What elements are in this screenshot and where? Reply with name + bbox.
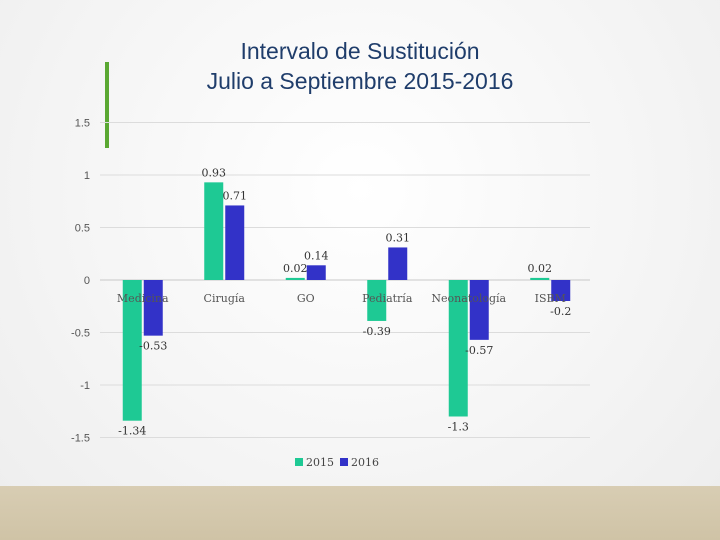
- bar-2016-0: [143, 280, 163, 336]
- data-label-2016-1: 0.71: [223, 189, 248, 202]
- data-label-2016-3: 0.31: [386, 231, 411, 244]
- data-label-2015-0: -1.34: [118, 425, 146, 438]
- data-label-2015-3: -0.39: [363, 325, 391, 338]
- legend: 2015 2016: [295, 456, 379, 469]
- title-line-1: Intervalo de Sustitución: [240, 38, 480, 64]
- bar-2016-2: [306, 265, 326, 280]
- slide-title: Intervalo de Sustitución Julio a Septiem…: [0, 36, 720, 96]
- bar-chart: 1.5 1 0.5 0 -0.5 -1 -1.5 Medicina Cirugía GO Pedi…: [71, 118, 590, 469]
- bar-2016-5: [551, 280, 571, 301]
- legend-label-2016: 2016: [351, 456, 379, 469]
- bar-2016-4: [469, 280, 489, 340]
- data-label-2015-5: 0.02: [528, 262, 553, 275]
- legend-label-2015: 2015: [306, 456, 334, 469]
- category-label: Neonatología: [431, 292, 506, 305]
- data-label-2016-2: 0.14: [304, 249, 329, 262]
- bar-2015-3: [367, 280, 387, 321]
- data-label-2015-1: 0.93: [202, 166, 227, 179]
- bar-2016-1: [225, 205, 245, 280]
- legend-swatch-2015: [295, 458, 303, 466]
- bar-2015-5: [530, 277, 550, 280]
- data-labels: -1.34-0.530.930.710.020.14-0.390.31-1.3-…: [118, 166, 571, 437]
- grid-lines: [100, 122, 590, 438]
- y-tick-label: -1.5: [71, 433, 90, 445]
- y-tick-label: 0.5: [75, 223, 90, 235]
- data-label-2015-2: 0.02: [283, 262, 308, 275]
- footer-band: [0, 486, 720, 540]
- title-line-2: Julio a Septiembre 2015-2016: [206, 68, 514, 94]
- legend-swatch-2016: [340, 458, 348, 466]
- data-label-2016-4: -0.57: [465, 344, 493, 357]
- bars: [122, 182, 571, 421]
- category-labels: Medicina Cirugía GO Pediatría Neonatología IS…: [117, 292, 566, 305]
- bar-2015-4: [448, 280, 468, 417]
- bar-2015-1: [204, 182, 224, 280]
- y-tick-label: 1.5: [75, 118, 90, 130]
- category-label: Pediatría: [362, 292, 413, 305]
- category-label: ISBM: [535, 292, 566, 305]
- data-label-2016-5: -0.2: [550, 305, 571, 318]
- category-label: Cirugía: [204, 292, 246, 305]
- bar-2016-3: [388, 247, 408, 280]
- data-label-2015-4: -1.3: [448, 421, 469, 434]
- category-label: GO: [297, 292, 315, 305]
- accent-bar: [105, 62, 109, 148]
- bar-2015-0: [122, 280, 142, 421]
- y-tick-label: -0.5: [71, 328, 90, 340]
- data-label-2016-0: -0.53: [139, 340, 167, 353]
- y-tick-label: -1: [80, 380, 90, 392]
- y-tick-label: 0: [84, 275, 90, 287]
- bar-2015-2: [285, 277, 305, 280]
- y-axis-tick-labels: 1.5 1 0.5 0 -0.5 -1 -1.5: [71, 118, 90, 445]
- category-label: Medicina: [117, 292, 169, 305]
- y-tick-label: 1: [84, 170, 90, 182]
